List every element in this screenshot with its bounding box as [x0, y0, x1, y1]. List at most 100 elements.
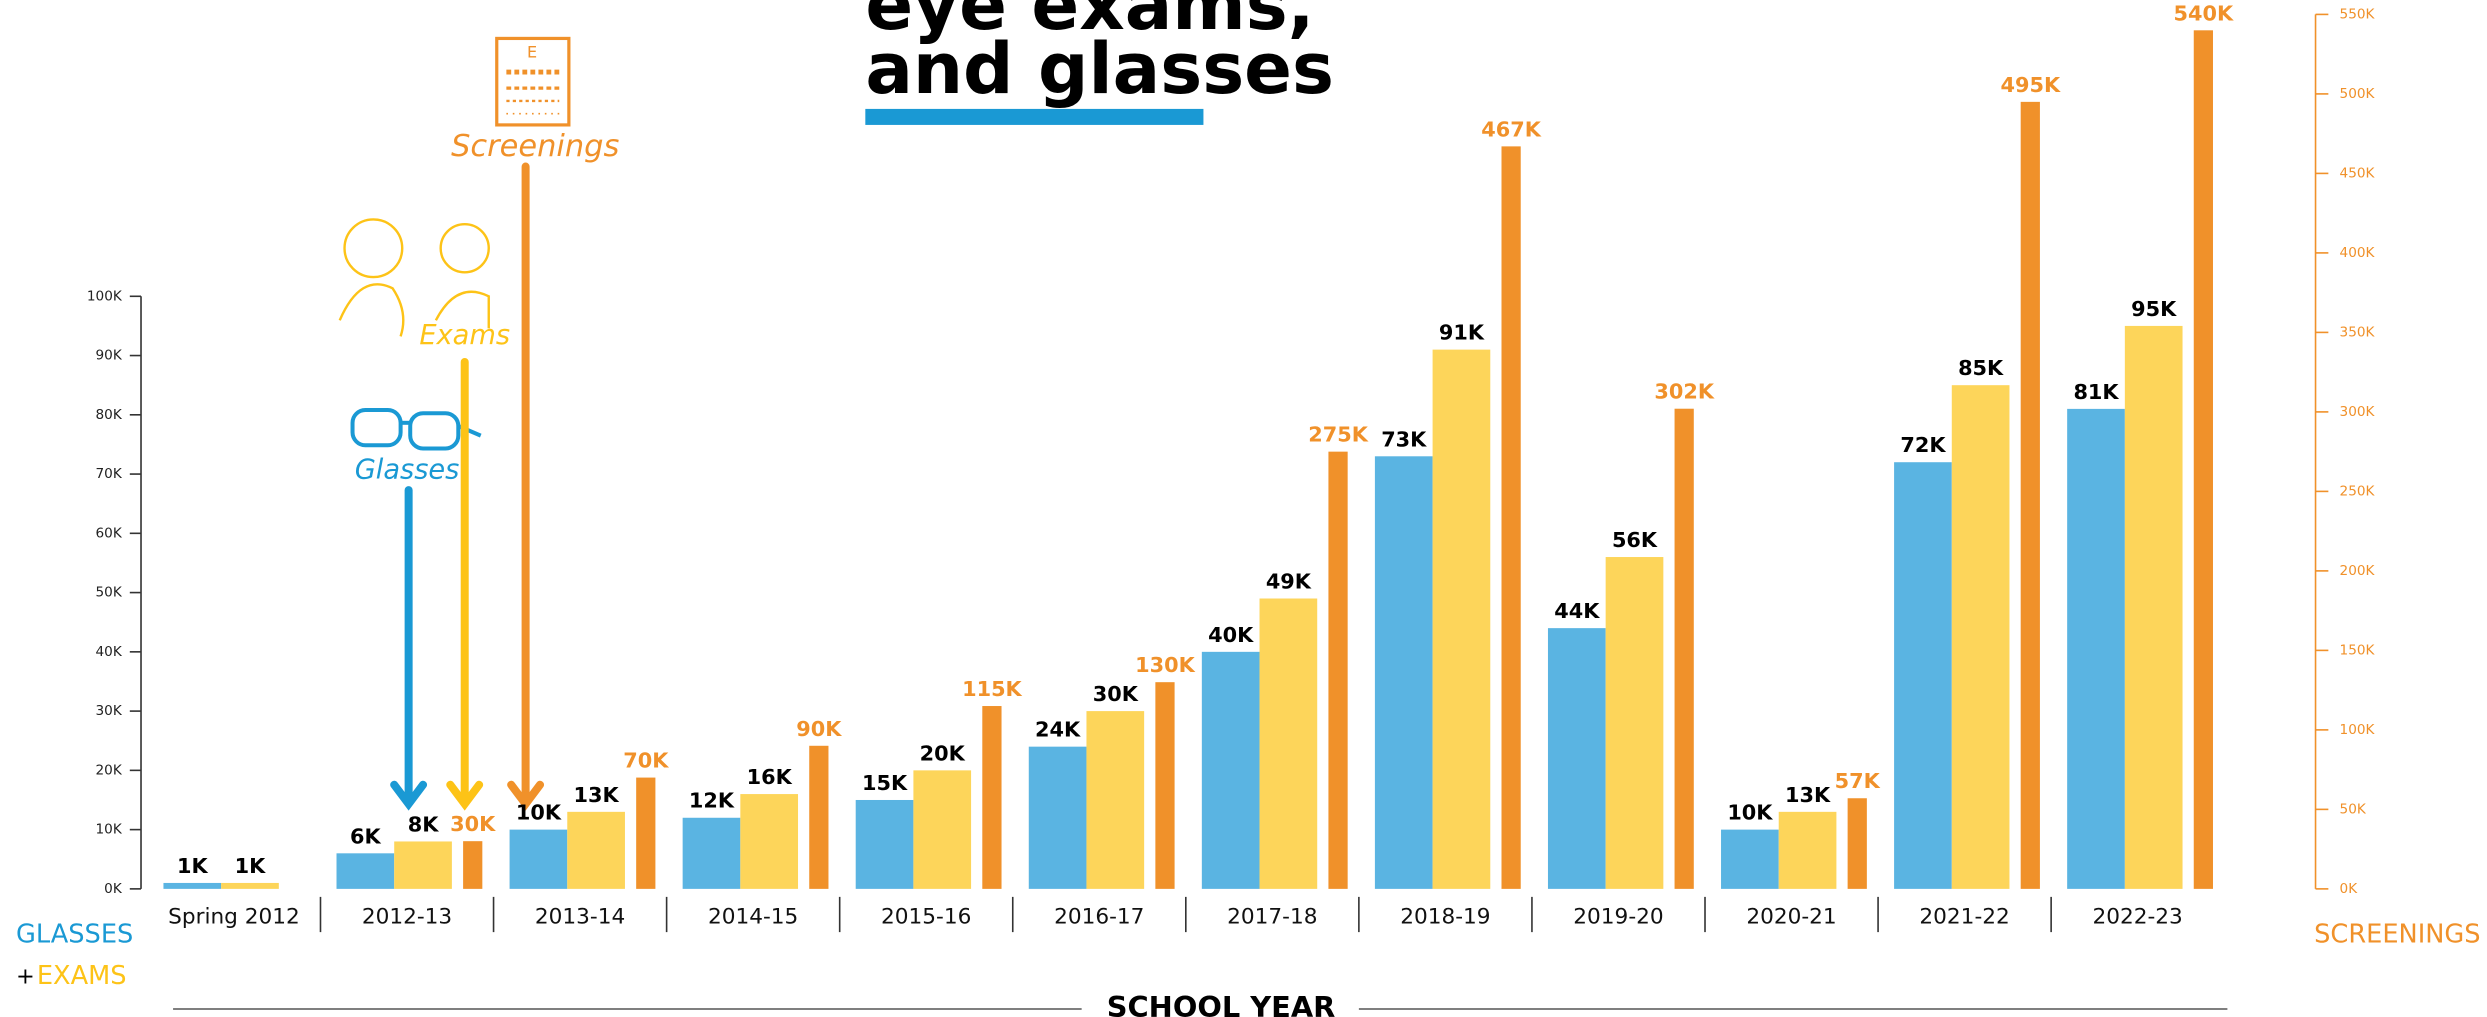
y-tick-label: 60K — [96, 525, 123, 541]
bar — [1721, 829, 1779, 889]
y-tick-label: 90K — [96, 348, 123, 364]
y2-tick-label: 350K — [2340, 324, 2376, 340]
bar — [1501, 146, 1521, 889]
y2-tick-label: 250K — [2340, 483, 2376, 499]
bar — [1155, 682, 1175, 889]
annotation: Screenings — [451, 129, 619, 164]
x-tick-label: 2015-16 — [881, 905, 971, 930]
value-label: 130K — [1135, 653, 1195, 677]
value-label: 10K — [516, 801, 562, 825]
bar — [394, 841, 452, 889]
value-label: 540K — [2174, 1, 2234, 25]
bar — [1374, 456, 1433, 889]
value-label: 495K — [2001, 73, 2061, 97]
bar — [636, 777, 656, 889]
y-axis-label: + — [16, 963, 35, 989]
x-tick-label: 2014-15 — [708, 905, 798, 930]
bar — [982, 706, 1002, 889]
eye-chart-icon: E — [495, 36, 571, 127]
value-label: 40K — [1208, 623, 1254, 647]
value-label: 73K — [1381, 427, 1427, 451]
bar — [740, 794, 799, 889]
bar — [567, 811, 625, 889]
value-label: 24K — [1035, 718, 1081, 742]
y-axis-label: GLASSES — [16, 919, 133, 949]
y2-tick-label: 50K — [2340, 801, 2367, 817]
bar — [2067, 408, 2125, 889]
bar — [1028, 746, 1087, 889]
value-label: 12K — [689, 789, 735, 813]
x-tick-label: 2019-20 — [1573, 905, 1663, 930]
y2-tick-label: 0K — [2340, 881, 2359, 897]
bar — [463, 841, 483, 889]
x-tick-label: 2013-14 — [535, 905, 625, 930]
bar — [1951, 385, 2010, 889]
bar — [1674, 408, 1694, 889]
y2-tick-label: 400K — [2340, 245, 2376, 261]
bar — [809, 745, 829, 889]
value-label: 15K — [862, 771, 908, 795]
y2-tick-label: 300K — [2340, 404, 2376, 420]
annotation: Exams — [419, 320, 510, 351]
value-label: 44K — [1554, 599, 1600, 623]
y-tick-label: 70K — [96, 466, 123, 482]
bar — [1328, 451, 1348, 889]
value-label: 13K — [574, 783, 620, 807]
value-label: 30K — [450, 812, 496, 836]
y-tick-label: 80K — [96, 407, 123, 423]
annotation-arrows — [390, 162, 545, 811]
bar — [1259, 598, 1318, 889]
y-tick-label: 50K — [96, 585, 123, 601]
value-label: 115K — [962, 677, 1022, 701]
value-label: 1K — [235, 854, 266, 878]
value-label: 13K — [1785, 783, 1831, 807]
x-tick-label: 2012-13 — [362, 905, 452, 930]
chart-title: eye exams, — [865, 0, 1314, 46]
value-label: 85K — [1958, 356, 2004, 380]
y2-tick-label: 450K — [2340, 165, 2376, 181]
bar — [1894, 462, 1952, 889]
y2-tick-label: 200K — [2340, 563, 2376, 579]
value-label: 16K — [747, 765, 793, 789]
annotation: Glasses — [355, 454, 460, 485]
y-tick-label: 30K — [96, 703, 123, 719]
svg-text:E: E — [527, 42, 537, 61]
value-label: 57K — [1835, 769, 1881, 793]
value-label: 81K — [2073, 380, 2119, 404]
y-tick-label: 20K — [96, 762, 123, 778]
value-label: 8K — [408, 812, 439, 836]
bar — [336, 853, 395, 889]
value-label: 70K — [623, 749, 669, 773]
x-tick-label: Spring 2012 — [168, 905, 300, 930]
bar — [163, 882, 222, 889]
value-label: 1K — [177, 854, 208, 878]
bar — [1432, 349, 1491, 889]
title-underline — [865, 108, 1204, 125]
value-label: 467K — [1481, 117, 1541, 141]
x-tick-label: 2016-17 — [1054, 905, 1144, 930]
value-label: 95K — [2131, 297, 2177, 321]
value-label: 30K — [1093, 682, 1139, 706]
bar — [1847, 798, 1867, 889]
bar — [913, 770, 972, 889]
x-tick-label: 2017-18 — [1227, 905, 1317, 930]
value-label: 91K — [1439, 321, 1485, 345]
value-label: 56K — [1612, 528, 1658, 552]
value-label: 72K — [1900, 433, 1946, 457]
value-label: 90K — [796, 717, 842, 741]
bar — [2124, 325, 2183, 889]
bar — [1605, 557, 1664, 889]
y2-tick-label: 100K — [2340, 722, 2376, 738]
y-tick-label: 100K — [87, 288, 123, 304]
y2-tick-label: 150K — [2340, 642, 2376, 658]
bar — [2020, 101, 2040, 889]
x-tick-label: 2018-19 — [1400, 905, 1490, 930]
x-tick-label: 2021-22 — [1919, 905, 2009, 930]
value-label: 275K — [1308, 423, 1368, 447]
y2-tick-label: 500K — [2340, 86, 2376, 102]
y-axis-label: EXAMS — [37, 961, 127, 991]
value-label: 6K — [350, 824, 381, 848]
bar — [1201, 651, 1260, 889]
bar — [509, 829, 568, 889]
